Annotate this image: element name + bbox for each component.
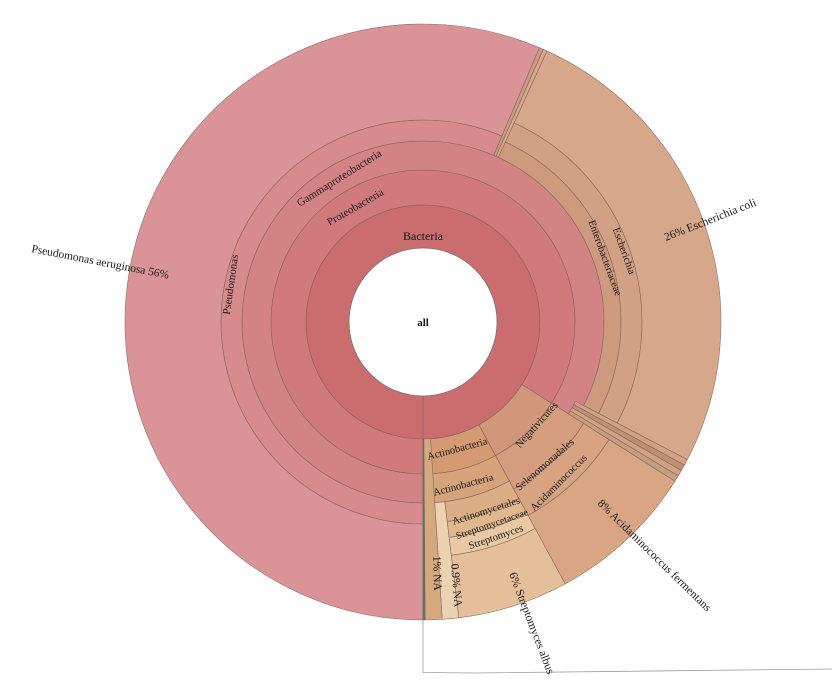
wedge-escherichia-coli[interactable]: [513, 50, 722, 460]
label-na-1: 1% NA: [430, 556, 443, 592]
label-na-0-9: 0.9% NA: [448, 563, 464, 608]
label-callout-line: [422, 620, 832, 674]
wedge-pseudomonas-aeruginosa[interactable]: [124, 23, 540, 621]
center-label: all: [417, 317, 429, 329]
label-acidaminococcus-fermentans-8: 8% Acidaminococcus fermentans: [595, 498, 714, 615]
center-circle[interactable]: [348, 247, 498, 397]
label-bacteria: Bacteria: [403, 229, 444, 243]
